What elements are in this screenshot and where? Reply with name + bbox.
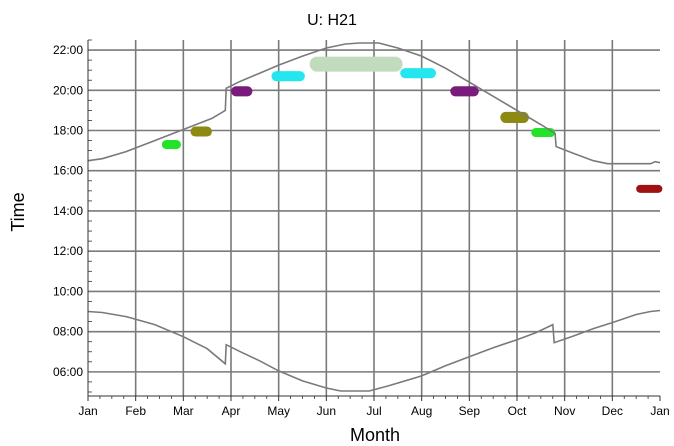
x-tick-label: Aug	[411, 404, 432, 418]
chart-title: U: H21	[307, 12, 357, 29]
observation-cluster	[636, 184, 663, 193]
tick-label-layer: Jan Feb Mar Apr May Jun Jul Aug Sep Oct Nov Dec Jan 0…	[53, 43, 670, 418]
y-tick-label: 10:00	[53, 284, 83, 298]
x-tick-label: Jul	[366, 404, 381, 418]
x-tick-label: May	[267, 404, 290, 418]
observation-cluster	[271, 71, 305, 82]
y-tick-label: 22:00	[53, 43, 83, 57]
observation-cluster	[400, 68, 436, 79]
observation-cluster	[161, 140, 181, 150]
y-tick-label: 20:00	[53, 83, 83, 97]
x-tick-label: Mar	[173, 404, 194, 418]
x-axis-title: Month	[350, 425, 400, 445]
x-tick-label: Jan	[650, 404, 669, 418]
x-tick-label: Sep	[459, 404, 481, 418]
y-tick-label: 12:00	[53, 244, 83, 258]
x-tick-label: Dec	[602, 404, 623, 418]
x-tick-label: Feb	[125, 404, 146, 418]
grid-layer	[88, 40, 660, 396]
x-tick-label: Nov	[554, 404, 575, 418]
y-tick-label: 08:00	[53, 325, 83, 339]
y-tick-label: 16:00	[53, 164, 83, 178]
observation-cluster	[309, 56, 403, 72]
observation-cluster	[500, 111, 529, 123]
axis-layer	[87, 40, 661, 401]
x-tick-label: Apr	[222, 404, 241, 418]
y-tick-label: 14:00	[53, 204, 83, 218]
x-tick-label: Jan	[78, 404, 97, 418]
x-tick-label: Oct	[508, 404, 527, 418]
y-tick-label: 18:00	[53, 124, 83, 138]
observation-cluster	[531, 127, 556, 138]
observation-cluster	[190, 126, 212, 137]
y-tick-label: 06:00	[53, 365, 83, 379]
y-axis-title: Time	[8, 192, 28, 231]
cluster-layer	[161, 56, 663, 193]
sunrise-curve	[87, 309, 661, 392]
observation-cluster	[450, 86, 479, 97]
curve-layer	[87, 42, 661, 392]
x-tick-label: Jun	[317, 404, 336, 418]
sunset-curve	[87, 42, 661, 165]
observation-cluster	[231, 86, 253, 97]
